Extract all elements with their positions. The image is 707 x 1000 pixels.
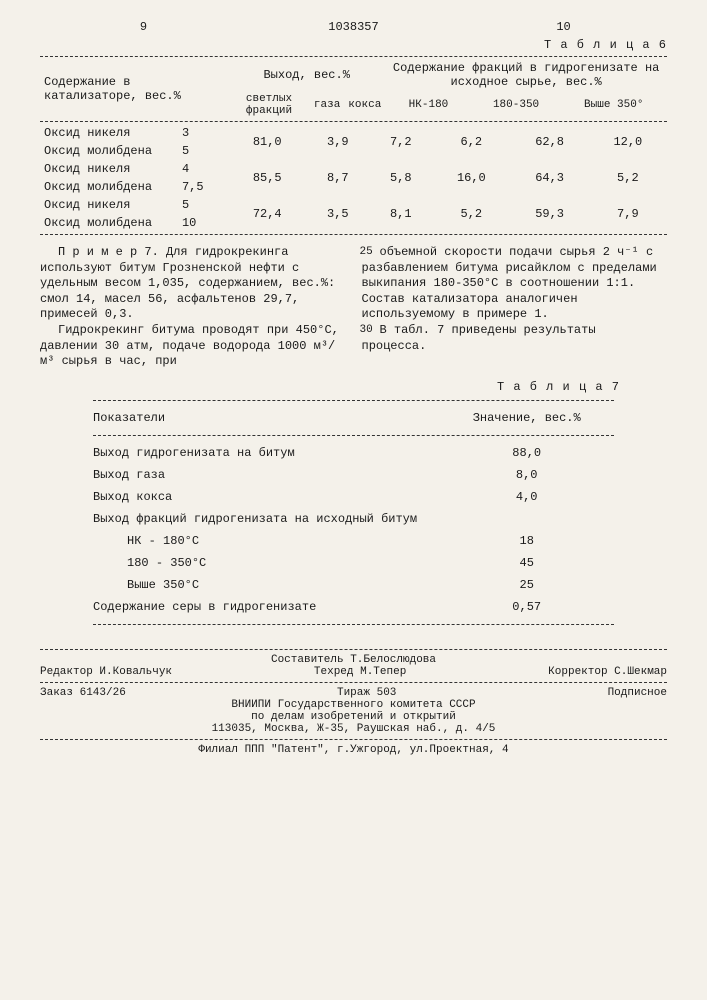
t7-key: 180 - 350°С (87, 552, 433, 574)
t6-h-frac: Содержание фракций в гидрогенизате на ис… (393, 61, 659, 89)
t6-cat: Оксид молибдена (40, 142, 178, 160)
footer-ed: Редактор И.Ковальчук (40, 666, 172, 678)
table6-body: Оксид никеля381,03,97,26,262,812,0Оксид … (40, 124, 667, 232)
page-numbers: 9 1038357 10 (40, 20, 667, 34)
t6-h-cat: Содержание в катализаторе, вес.% (44, 75, 181, 103)
t7-key: НК - 180°С (87, 530, 433, 552)
footer-org1: ВНИИПИ Государственного комитета СССР (40, 699, 667, 711)
footer-org2: по делам изобретений и открытий (40, 711, 667, 723)
t6-val: 7,9 (589, 196, 667, 232)
t6-val: 5,2 (589, 160, 667, 196)
t6-val: 8,7 (306, 160, 369, 196)
t6-val: 7,2 (369, 124, 432, 160)
t6-cat: Оксид молибдена (40, 214, 178, 232)
footer-corr: Корректор С.Шекмар (548, 666, 667, 678)
t6-subhdr: кокса (344, 91, 385, 119)
t6-catv: 5 (178, 196, 228, 214)
t6-cat: Оксид никеля (40, 124, 178, 142)
t6-catv: 4 (178, 160, 228, 178)
t7-key: Содержание серы в гидрогенизате (87, 596, 433, 618)
footer-tir: Тираж 503 (337, 687, 396, 699)
t6-subhdr: Выше 350° (560, 91, 667, 119)
t6-val: 8,1 (369, 196, 432, 232)
para-r2: В табл. 7 приведены результаты процесса. (362, 323, 668, 354)
footer-order: Заказ 6143/26 (40, 687, 126, 699)
footer-addr1: 113035, Москва, Ж-35, Раушская наб., д. … (40, 723, 667, 735)
t7-key: Выход газа (87, 464, 433, 486)
para-r1: объемной скорости подачи сырья 2 ч⁻¹ с р… (362, 245, 668, 323)
t7-key: Выход кокса (87, 486, 433, 508)
t7-h1: Показатели (93, 411, 165, 425)
t6-subhdr: НК-180 (385, 91, 471, 119)
t6-val: 6,2 (432, 124, 510, 160)
t6-val: 59,3 (510, 196, 588, 232)
t7-val: 4,0 (433, 486, 620, 508)
footer-addr2: Филиал ППП "Патент", г.Ужгород, ул.Проек… (40, 744, 667, 756)
t6-subhdr: газа (310, 91, 344, 119)
page-center: 1038357 (250, 20, 457, 34)
paragraph-columns: П р и м е р 7. Для гидрокрекинга использ… (40, 245, 667, 370)
footer-comp: Составитель Т.Белослюдова (40, 654, 667, 666)
t7-val: 88,0 (433, 442, 620, 464)
page-right: 10 (460, 20, 667, 34)
footer-sub: Подписное (608, 687, 667, 699)
t6-subhdr: 180-350 (472, 91, 561, 119)
t6-subhdr: светлых фракций (228, 91, 310, 119)
t7-val: 25 (433, 574, 620, 596)
t6-catv: 3 (178, 124, 228, 142)
footer: Составитель Т.Белослюдова Редактор И.Ков… (40, 649, 667, 756)
table7: Показатели Значение, вес.% Выход гидроге… (87, 394, 620, 631)
t6-catv: 7,5 (178, 178, 228, 196)
t6-cat: Оксид молибдена (40, 178, 178, 196)
page-left: 9 (40, 20, 247, 34)
t6-val: 3,5 (306, 196, 369, 232)
t6-val: 5,8 (369, 160, 432, 196)
para-l2: Гидрокрекинг битума проводят при 450°С, … (40, 323, 346, 370)
t6-catv: 5 (178, 142, 228, 160)
t6-val: 72,4 (228, 196, 306, 232)
t6-val: 85,5 (228, 160, 306, 196)
t6-catv: 10 (178, 214, 228, 232)
t6-val: 5,2 (432, 196, 510, 232)
t7-key: Выход фракций гидрогенизата на исходный … (87, 508, 433, 530)
table7-caption: Т а б л и ц а 7 (87, 380, 620, 394)
footer-tech: Техред М.Тепер (314, 666, 406, 678)
t7-val: 0,57 (433, 596, 620, 618)
t7-val (433, 508, 620, 530)
t6-cat: Оксид никеля (40, 196, 178, 214)
t7-key: Выход гидрогенизата на битум (87, 442, 433, 464)
t7-val: 45 (433, 552, 620, 574)
t6-h-yield: Выход, вес.% (263, 68, 349, 82)
table6-caption: Т а б л и ц а 6 (40, 38, 667, 52)
t6-val: 81,0 (228, 124, 306, 160)
table6: Содержание в катализаторе, вес.% Выход, … (40, 59, 667, 119)
t7-key: Выше 350°С (87, 574, 433, 596)
t6-val: 12,0 (589, 124, 667, 160)
t7-h2: Значение, вес.% (473, 411, 581, 425)
t6-val: 3,9 (306, 124, 369, 160)
t7-val: 18 (433, 530, 620, 552)
t6-val: 64,3 (510, 160, 588, 196)
t7-val: 8,0 (433, 464, 620, 486)
t6-val: 16,0 (432, 160, 510, 196)
para-l1: П р и м е р 7. Для гидрокрекинга использ… (40, 245, 346, 323)
t6-cat: Оксид никеля (40, 160, 178, 178)
t6-val: 62,8 (510, 124, 588, 160)
